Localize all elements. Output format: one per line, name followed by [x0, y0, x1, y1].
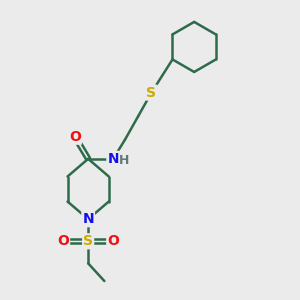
Text: H: H — [119, 154, 130, 167]
Text: S: S — [83, 234, 93, 248]
Text: O: O — [69, 130, 81, 144]
Text: O: O — [107, 234, 119, 248]
Text: O: O — [57, 234, 69, 248]
Text: S: S — [146, 85, 157, 100]
Text: N: N — [107, 152, 119, 166]
Text: N: N — [82, 212, 94, 226]
